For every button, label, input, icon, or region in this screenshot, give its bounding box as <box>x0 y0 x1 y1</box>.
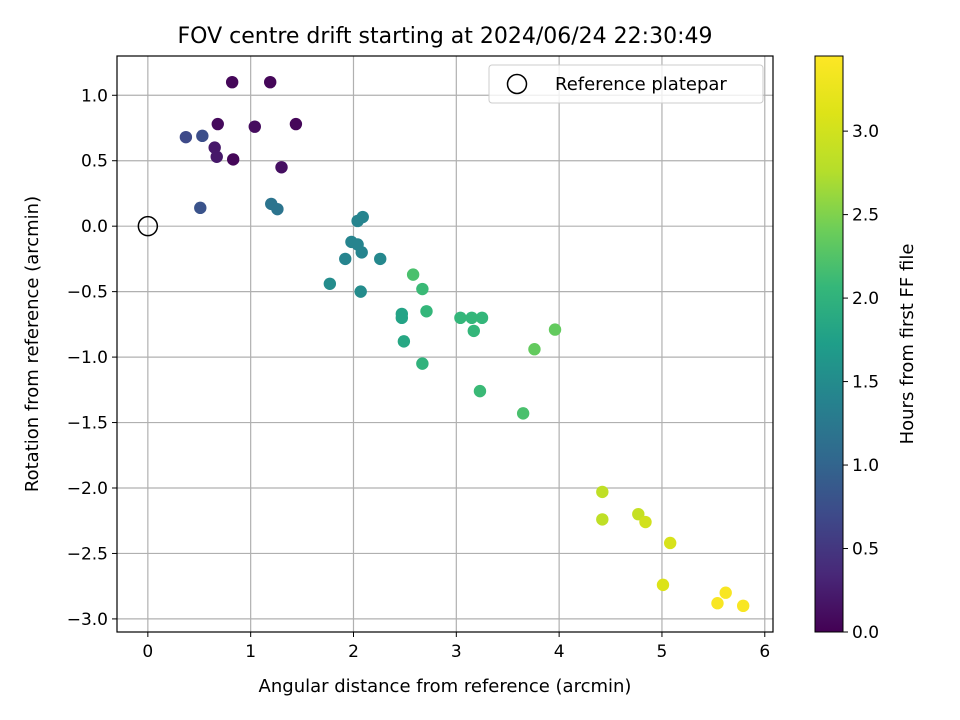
data-point <box>711 597 724 610</box>
data-point <box>275 161 288 174</box>
data-point <box>736 599 750 613</box>
x-tick-label: 0 <box>142 642 153 662</box>
data-point <box>179 130 193 144</box>
legend-reference-marker <box>506 73 528 95</box>
data-point <box>639 515 652 529</box>
x-tick-label: 4 <box>554 642 565 662</box>
x-tick-label: 6 <box>759 642 770 662</box>
data-point <box>596 513 609 526</box>
y-tick-label: 1.0 <box>81 86 108 106</box>
data-point <box>354 285 367 298</box>
legend: Reference platepar <box>488 64 764 104</box>
chart-title: FOV centre drift starting at 2024/06/24 … <box>178 24 713 49</box>
colorbar-ticks: 0.0 0.5 1.0 1.5 2.0 2.5 3.0 <box>843 122 879 643</box>
colorbar-tick-label: 3.0 <box>852 122 879 142</box>
y-axis-label: Rotation from reference (arcmin) <box>22 196 43 492</box>
scatter-points <box>179 75 750 613</box>
data-point <box>271 202 284 216</box>
colorbar-tick-label: 0.5 <box>852 540 879 560</box>
colorbar-tick-label: 2.5 <box>852 206 879 226</box>
y-tick-label: −2.5 <box>67 544 108 564</box>
data-point <box>516 407 530 420</box>
plot-frame <box>116 55 774 633</box>
data-point <box>211 117 224 131</box>
data-point <box>475 311 489 325</box>
data-point <box>210 150 223 163</box>
data-point <box>356 210 369 224</box>
x-axis-label: Angular distance from reference (arcmin) <box>259 676 632 697</box>
data-point <box>548 323 562 336</box>
data-point <box>719 586 732 599</box>
x-tick-label: 5 <box>657 642 668 662</box>
x-tick-label: 3 <box>451 642 462 662</box>
legend-box <box>488 64 764 104</box>
data-point <box>264 75 277 89</box>
data-point <box>339 252 352 266</box>
data-point <box>663 536 677 550</box>
x-tick-label: 1 <box>245 642 256 662</box>
data-point <box>226 153 240 166</box>
y-tick-label: −0.5 <box>67 283 108 303</box>
data-point <box>473 384 487 398</box>
legend-reference-label: Reference platepar <box>555 74 727 95</box>
data-point <box>196 129 209 143</box>
data-point <box>225 75 239 89</box>
data-point <box>416 357 429 370</box>
x-tick-label: 2 <box>348 642 359 662</box>
data-point <box>397 335 411 348</box>
data-point <box>632 507 645 521</box>
data-point <box>465 311 478 325</box>
colorbar-tick-label: 0.0 <box>852 623 879 643</box>
y-tick-label: −3.0 <box>67 610 108 630</box>
data-point <box>248 120 261 133</box>
colorbar-tick-label: 1.5 <box>852 373 879 393</box>
data-point <box>528 343 541 356</box>
colorbar-tick-label: 1.0 <box>852 456 879 476</box>
y-tick-label: 0.5 <box>81 152 108 172</box>
data-point <box>416 282 429 296</box>
colorbar-tick-label: 2.0 <box>852 289 879 309</box>
y-tick-label: −1.5 <box>67 414 108 434</box>
colorbar-label: Hours from first FF file <box>897 244 918 445</box>
data-point <box>395 311 409 325</box>
data-point <box>467 324 480 338</box>
y-tick-label: 0.0 <box>81 217 108 237</box>
axis-ticks: 0 1 2 3 4 5 6 1.0 0.5 0.0 −0.5 −1.0 −1.5 −2.0 −2.5 −3.0 <box>67 86 770 662</box>
y-tick-label: −1.0 <box>67 348 108 368</box>
y-tick-label: −2.0 <box>67 479 108 499</box>
data-point <box>374 252 387 266</box>
data-point <box>596 485 609 499</box>
data-point <box>420 305 433 318</box>
data-point <box>454 311 467 325</box>
reference-layer <box>137 215 159 237</box>
grid-lines <box>117 56 773 632</box>
reference-platepar-marker <box>137 215 159 237</box>
data-point <box>194 201 207 215</box>
data-point <box>656 578 670 592</box>
data-point <box>355 246 368 259</box>
colorbar-gradient <box>814 55 844 633</box>
data-point <box>289 117 303 131</box>
colorbar: 0.0 0.5 1.0 1.5 2.0 2.5 3.0 Hours from first F… <box>814 55 918 643</box>
data-point <box>406 268 420 281</box>
data-point <box>323 277 337 290</box>
